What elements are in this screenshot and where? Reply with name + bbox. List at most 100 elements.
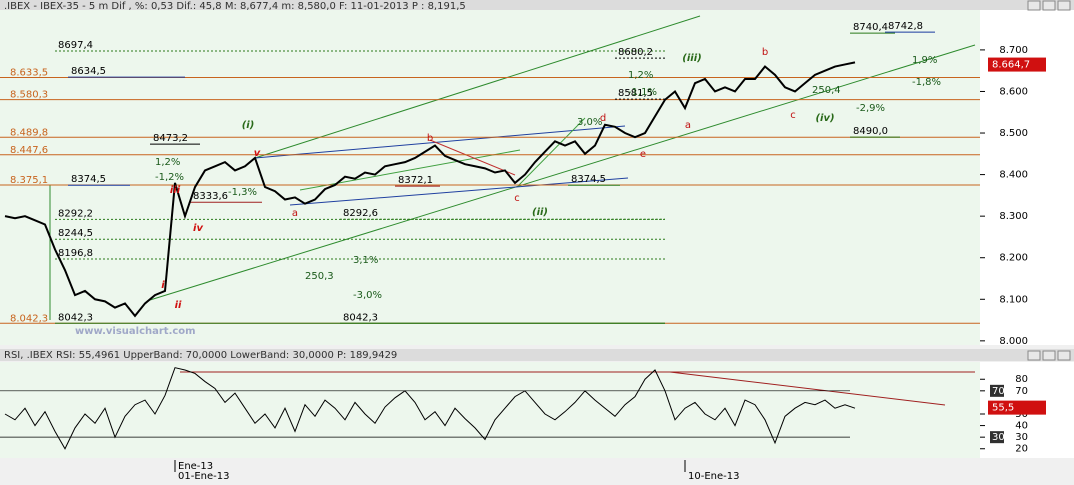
series-line	[4, 61, 856, 318]
last-value-tag	[988, 400, 1046, 415]
note: 3,1%	[353, 255, 378, 266]
band-label: 70	[992, 386, 1005, 397]
note: -2,9%	[856, 103, 885, 114]
channel-line	[254, 15, 701, 159]
level-label: 8.489,8	[10, 127, 48, 138]
level-label: 8.580,3	[10, 90, 48, 101]
wave-label: ii	[175, 300, 182, 311]
period-label: Ene-13	[178, 461, 213, 472]
trend-line	[517, 117, 586, 187]
maximize-button[interactable]	[1042, 350, 1056, 361]
trend-lines	[49, 15, 976, 406]
price-tag-label: 8244,5	[58, 228, 93, 239]
price-tag-label: 8292,2	[58, 208, 93, 219]
price-tag-label: 8333,6	[193, 191, 228, 202]
rsi-trend-line	[669, 371, 946, 406]
window-buttons[interactable]	[1027, 0, 1071, 361]
note: 250,4	[812, 85, 841, 96]
note: -1,2%	[155, 172, 184, 183]
price-panel	[0, 10, 980, 345]
rsi-header	[0, 349, 1074, 361]
series-line	[4, 367, 856, 450]
price-tag-label: 8581,5	[618, 88, 653, 99]
note: 1,9%	[912, 55, 937, 66]
close-button[interactable]	[1057, 0, 1071, 11]
price-tag-label: 8042,3	[343, 312, 378, 323]
wave-label: b	[427, 133, 433, 144]
watermark: www.visualchart.com	[75, 326, 196, 337]
last-value-label: 8.664,7	[992, 60, 1030, 71]
last-value-tag	[988, 57, 1046, 72]
price-title: .IBEX - IBEX-35 - 5 m Dif , %: 0,53 Dif.…	[4, 1, 466, 12]
level-label: 8.375,1	[10, 175, 48, 186]
note: 1,2%	[628, 70, 653, 81]
price-header	[0, 0, 1074, 10]
note: 250,3	[305, 271, 334, 282]
band-tag	[990, 384, 1004, 397]
price-tag-label: 8740,4	[853, 22, 888, 33]
price-tag-label: 8374,5	[571, 174, 606, 185]
band-label: 30	[992, 432, 1005, 443]
wave-label: c	[514, 193, 520, 204]
channel-line	[149, 44, 976, 301]
trend-line	[254, 125, 626, 159]
wave-label: iv	[193, 223, 203, 234]
wave-label: i	[161, 280, 165, 291]
x-tick-label: 10-Ene-13	[688, 471, 739, 482]
price-tag-label: 8196,8	[58, 248, 93, 259]
minimize-button[interactable]	[1027, 350, 1041, 361]
rsi-panel	[0, 362, 980, 458]
note: -3,0%	[353, 290, 382, 301]
y-tick-label: 8.500	[999, 128, 1028, 139]
wave-label: (i)	[242, 120, 255, 131]
price-tag-label: 8697,4	[58, 40, 93, 51]
price-tag-label: 8634,5	[71, 66, 106, 77]
price-tag-label: 8374,5	[71, 174, 106, 185]
price-tag-label: 8742,8	[888, 21, 923, 32]
price-tag-label: 8473,2	[153, 133, 188, 144]
rsi-title: RSI, .IBEX RSI: 55,4961 UpperBand: 70,00…	[4, 350, 397, 361]
close-button[interactable]	[1057, 350, 1071, 361]
wave-label: d	[600, 113, 606, 124]
wave-label: a	[292, 208, 298, 219]
y-tick-label: 8.400	[999, 170, 1028, 181]
level-label: 8.633,5	[10, 68, 48, 79]
note: 1,2%	[155, 157, 180, 168]
level-label: 8.447,6	[10, 145, 48, 156]
y-tick-label: 8.200	[999, 253, 1028, 264]
wave-label: (iii)	[682, 53, 701, 64]
wave-label: c	[790, 110, 796, 121]
last-value-label: 55,5	[992, 403, 1014, 414]
y-tick-label: 8.300	[999, 211, 1028, 222]
wave-label: (iv)	[815, 113, 834, 124]
wave-label: a	[685, 120, 691, 131]
wave-label: v	[254, 148, 261, 159]
price-tag-label: 8680,2	[618, 47, 653, 58]
wave-label: (ii)	[532, 207, 548, 218]
y-tick-label: 30	[1015, 432, 1028, 443]
note: -1,1%	[628, 87, 657, 98]
y-tick-label: 8.700	[999, 45, 1028, 56]
band-tag	[990, 431, 1004, 444]
maximize-button[interactable]	[1042, 0, 1056, 11]
trend-line	[289, 177, 629, 206]
y-tick-label: 40	[1015, 421, 1028, 432]
y-tick-label: 70	[1015, 386, 1028, 397]
y-tick-label: 80	[1015, 374, 1028, 385]
y-tick-label: 20	[1015, 444, 1028, 455]
wave-label: e	[640, 149, 646, 160]
note: -1,8%	[912, 77, 941, 88]
note: 3,0%	[577, 117, 602, 128]
price-tag-label: 8292,6	[343, 208, 378, 219]
price-tag-label: 8372,1	[398, 175, 433, 186]
wave-label: iii	[170, 185, 181, 196]
y-tick-label: 8.600	[999, 86, 1028, 97]
level-label: 8.042,3	[10, 313, 48, 324]
trend-line	[429, 139, 516, 176]
y-tick-label: 8.000	[999, 336, 1028, 347]
minimize-button[interactable]	[1027, 0, 1041, 11]
y-tick-label: 8.100	[999, 294, 1028, 305]
wave-label: b	[762, 47, 768, 58]
price-tag-label: 8042,3	[58, 312, 93, 323]
